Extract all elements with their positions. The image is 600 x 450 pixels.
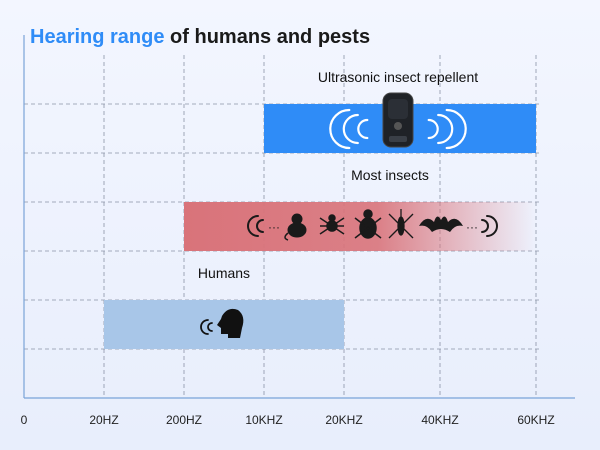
rat-icon	[284, 213, 307, 241]
x-tick-label-5: 20KHZ	[325, 413, 362, 427]
mosquito-icon	[388, 209, 414, 239]
bar-label-2: Most insects	[351, 167, 429, 183]
speaking-wave-icon	[200, 319, 213, 335]
chart-title-rest: of humans and pests	[164, 26, 371, 48]
dots-left-icon: ···	[268, 220, 280, 234]
dots-right-icon: ···	[466, 220, 478, 234]
pests-icon: ··· ···	[247, 209, 498, 241]
repellent-device-icon	[382, 92, 414, 148]
x-tick-label-4: 10KHZ	[245, 413, 282, 427]
bar-label-1: Ultrasonic insect repellent	[318, 69, 478, 85]
bar-label-3: Humans	[198, 265, 250, 281]
sound-wave-right-icon	[481, 215, 498, 237]
beetle-icon	[354, 209, 382, 239]
spider-icon	[319, 214, 345, 235]
x-tick-label-2: 20HZ	[89, 413, 118, 427]
chart-title: Hearing range of humans and pests	[30, 26, 370, 49]
sound-wave-left-icon	[247, 215, 264, 237]
human-head-icon	[217, 308, 244, 338]
x-tick-label-6: 40KHZ	[421, 413, 458, 427]
x-tick-label-1: 0	[21, 413, 28, 427]
bat-icon	[419, 216, 463, 232]
x-tick-label-3: 200HZ	[166, 413, 202, 427]
sound-wave-icon	[329, 108, 467, 150]
chart-title-accent: Hearing range	[30, 26, 165, 48]
x-tick-label-7: 60KHZ	[517, 413, 554, 427]
